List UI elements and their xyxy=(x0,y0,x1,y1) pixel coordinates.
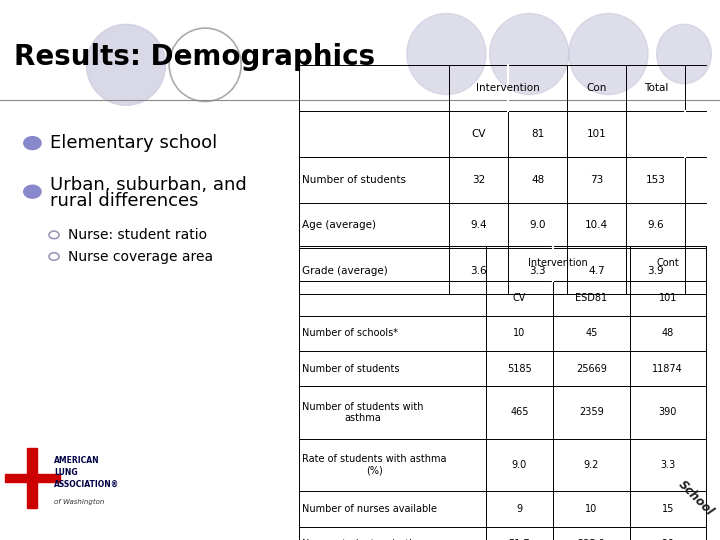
Text: 48: 48 xyxy=(662,328,674,339)
Text: 4.7: 4.7 xyxy=(588,266,605,276)
Text: 5185: 5185 xyxy=(507,363,532,374)
Ellipse shape xyxy=(407,14,486,94)
Ellipse shape xyxy=(490,14,569,94)
Text: School: School xyxy=(676,478,716,518)
Text: Intervention: Intervention xyxy=(528,258,588,268)
Text: 15: 15 xyxy=(662,504,674,514)
Text: CV: CV xyxy=(472,129,486,139)
Text: 73: 73 xyxy=(590,174,603,185)
Text: Con: Con xyxy=(587,83,607,93)
Text: Elementary school: Elementary school xyxy=(50,134,217,152)
Text: AMERICAN
LUNG
ASSOCIATION®: AMERICAN LUNG ASSOCIATION® xyxy=(54,456,120,489)
Text: rural differences: rural differences xyxy=(50,192,199,210)
Text: ESD81: ESD81 xyxy=(575,293,608,303)
Text: Total: Total xyxy=(644,83,668,93)
Text: 465: 465 xyxy=(510,407,528,417)
Text: 3.3: 3.3 xyxy=(529,266,546,276)
Text: 9.4: 9.4 xyxy=(470,220,487,231)
Text: 32: 32 xyxy=(472,174,485,185)
Bar xyxy=(4,474,60,482)
Text: 390: 390 xyxy=(659,407,677,417)
Text: Nurse: students w/asthma: Nurse: students w/asthma xyxy=(302,539,431,540)
Text: 9.6: 9.6 xyxy=(647,220,664,231)
Text: 153: 153 xyxy=(646,174,666,185)
Text: Number of students with
asthma: Number of students with asthma xyxy=(302,402,424,423)
Text: 101: 101 xyxy=(587,129,607,139)
Text: Intervention: Intervention xyxy=(477,83,540,93)
Text: Urban, suburban, and: Urban, suburban, and xyxy=(50,176,247,194)
Text: 235.9: 235.9 xyxy=(577,539,606,540)
Text: CV: CV xyxy=(513,293,526,303)
Text: Rate of students with asthma
(%): Rate of students with asthma (%) xyxy=(302,454,447,476)
Text: Results: Demographics: Results: Demographics xyxy=(14,43,376,71)
Text: 10: 10 xyxy=(585,504,598,514)
Text: 10.4: 10.4 xyxy=(585,220,608,231)
Text: Number of schools*: Number of schools* xyxy=(302,328,398,339)
Text: 2359: 2359 xyxy=(579,407,603,417)
Text: of Washington: of Washington xyxy=(54,499,104,505)
Text: 9.0: 9.0 xyxy=(529,220,546,231)
Text: 81: 81 xyxy=(531,129,544,139)
Circle shape xyxy=(24,185,41,198)
Text: 9.2: 9.2 xyxy=(584,460,599,470)
Text: Nurse coverage area: Nurse coverage area xyxy=(68,249,214,264)
Text: 51.7: 51.7 xyxy=(508,539,531,540)
Text: 3.3: 3.3 xyxy=(660,460,675,470)
Text: 25669: 25669 xyxy=(576,363,607,374)
Text: 11874: 11874 xyxy=(652,363,683,374)
Text: 26: 26 xyxy=(662,539,674,540)
Ellipse shape xyxy=(86,24,166,105)
Text: Number of nurses available: Number of nurses available xyxy=(302,504,438,514)
Text: 45: 45 xyxy=(585,328,598,339)
Text: Number of students: Number of students xyxy=(302,363,400,374)
Text: 9.0: 9.0 xyxy=(512,460,527,470)
Circle shape xyxy=(24,137,41,150)
Text: 3.6: 3.6 xyxy=(470,266,487,276)
Text: Nurse: student ratio: Nurse: student ratio xyxy=(68,228,207,242)
Text: 9: 9 xyxy=(516,504,523,514)
Text: Age (average): Age (average) xyxy=(302,220,377,231)
Text: 10: 10 xyxy=(513,328,526,339)
Text: 101: 101 xyxy=(659,293,677,303)
Text: Number of students: Number of students xyxy=(302,174,406,185)
Bar xyxy=(27,448,37,508)
Text: 3.9: 3.9 xyxy=(647,266,664,276)
Text: 48: 48 xyxy=(531,174,544,185)
Ellipse shape xyxy=(657,24,711,84)
Ellipse shape xyxy=(569,14,648,94)
Text: Cont: Cont xyxy=(657,258,679,268)
Text: Grade (average): Grade (average) xyxy=(302,266,388,276)
